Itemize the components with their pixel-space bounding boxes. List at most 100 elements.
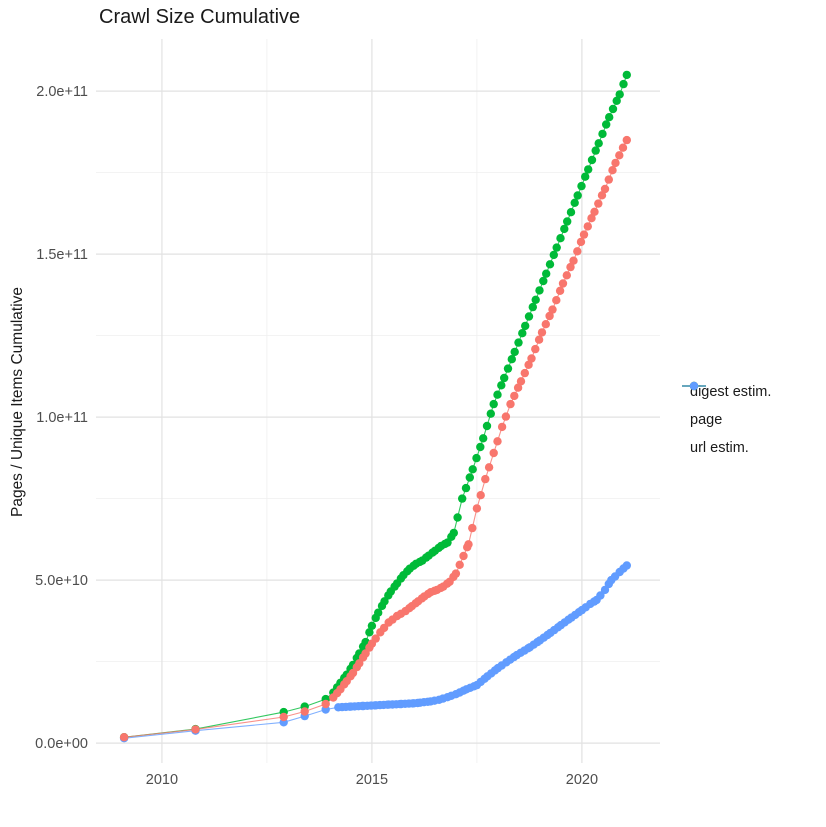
- data-point-digest-estim-: [510, 391, 519, 401]
- data-point-page: [598, 129, 607, 139]
- data-point-digest-estim-: [371, 634, 380, 643]
- data-point-digest-estim-: [279, 712, 288, 722]
- data-point-page: [545, 260, 555, 269]
- data-point-digest-estim-: [455, 560, 464, 569]
- data-point-page: [493, 390, 502, 399]
- data-point-digest-estim-: [524, 360, 533, 369]
- data-point-digest-estim-: [191, 725, 200, 734]
- data-point-digest-estim-: [548, 305, 557, 314]
- data-point-digest-estim-: [590, 207, 599, 216]
- data-point-page: [605, 113, 614, 122]
- data-point-digest-estim-: [552, 296, 561, 305]
- data-point-digest-estim-: [506, 399, 515, 409]
- chart-title: Crawl Size Cumulative: [99, 6, 301, 28]
- data-point-url-estim-: [622, 561, 631, 570]
- data-point-digest-estim-: [520, 368, 529, 378]
- data-point-page: [581, 172, 590, 181]
- data-point-page: [535, 286, 544, 295]
- data-point-digest-estim-: [451, 569, 461, 578]
- data-point-digest-estim-: [566, 262, 575, 272]
- data-point-digest-estim-: [476, 491, 485, 500]
- data-point-page: [524, 312, 534, 321]
- data-point-digest-estim-: [489, 448, 498, 458]
- data-point-page: [482, 421, 492, 431]
- data-point-digest-estim-: [527, 354, 536, 363]
- data-point-digest-estim-: [493, 437, 502, 446]
- data-point-digest-estim-: [541, 320, 550, 329]
- legend-key-icon: [682, 381, 706, 391]
- data-point-page: [503, 364, 513, 373]
- data-point-digest-estim-: [608, 166, 617, 175]
- data-point-page: [602, 120, 611, 129]
- data-point-page: [465, 473, 474, 482]
- data-point-page: [549, 250, 558, 260]
- y-tick-label: 0.0e+00: [35, 736, 88, 752]
- data-point-page: [514, 338, 523, 347]
- data-point-digest-estim-: [562, 271, 571, 280]
- data-point-digest-estim-: [481, 474, 490, 484]
- data-point-digest-estim-: [587, 214, 596, 223]
- data-point-page: [560, 224, 569, 234]
- data-point-digest-estim-: [600, 184, 610, 194]
- data-point-page: [507, 355, 516, 364]
- data-point-digest-estim-: [604, 175, 613, 184]
- data-point-digest-estim-: [579, 230, 589, 239]
- y-tick-label: 1.5e+11: [36, 247, 88, 263]
- data-point-digest-estim-: [555, 286, 565, 295]
- data-point-digest-estim-: [497, 422, 507, 432]
- legend-label: page: [690, 412, 723, 428]
- data-point-page: [570, 198, 579, 207]
- data-point-digest-estim-: [611, 158, 620, 168]
- y-tick-label: 2.0e+11: [36, 84, 88, 100]
- data-point-digest-estim-: [569, 256, 578, 265]
- data-point-page: [510, 347, 519, 357]
- data-point-page: [521, 321, 530, 331]
- data-point-digest-estim-: [119, 733, 129, 742]
- x-tick-label: 2010: [146, 772, 178, 788]
- data-point-digest-estim-: [597, 191, 607, 200]
- data-point-page: [458, 494, 467, 503]
- data-point-page: [594, 139, 603, 148]
- series-line-digest-estim-: [124, 139, 628, 738]
- data-point-digest-estim-: [545, 311, 554, 321]
- data-point-page: [612, 96, 621, 106]
- data-point-page: [566, 208, 576, 217]
- data-point-page: [518, 329, 527, 338]
- data-point-page: [552, 243, 561, 252]
- data-point-page: [461, 483, 471, 493]
- data-point-digest-estim-: [468, 523, 477, 533]
- data-point-digest-estim-: [534, 335, 544, 344]
- data-point-page: [615, 90, 624, 99]
- data-point-page: [365, 628, 374, 637]
- data-point-page: [453, 513, 462, 522]
- legend: digest estim. page url estim.: [681, 378, 771, 462]
- data-point-page: [591, 146, 600, 155]
- data-point-page: [539, 276, 548, 286]
- data-point-page: [479, 434, 488, 443]
- data-point-digest-estim-: [472, 504, 482, 513]
- data-point-page: [486, 409, 495, 418]
- data-point-digest-estim-: [576, 237, 586, 247]
- data-point-page: [563, 217, 572, 226]
- data-point-page: [374, 608, 383, 617]
- data-point-page: [584, 165, 593, 174]
- data-point-page: [472, 453, 481, 463]
- data-point-page: [587, 155, 597, 165]
- data-point-page: [489, 399, 498, 409]
- data-point-digest-estim-: [531, 344, 540, 354]
- data-point-page: [468, 465, 477, 474]
- x-tick-label: 2020: [566, 772, 598, 788]
- data-point-page: [367, 621, 377, 630]
- data-point-page: [531, 295, 540, 304]
- data-point-digest-estim-: [513, 383, 523, 392]
- data-point-digest-estim-: [321, 699, 330, 709]
- data-point-digest-estim-: [594, 199, 603, 208]
- data-point-digest-estim-: [501, 412, 511, 421]
- legend-label: url estim.: [690, 440, 749, 456]
- data-point-page: [476, 442, 485, 452]
- series-line-url-estim-: [124, 565, 628, 739]
- data-point-digest-estim-: [537, 328, 547, 337]
- y-tick-label: 5.0e+10: [35, 573, 88, 589]
